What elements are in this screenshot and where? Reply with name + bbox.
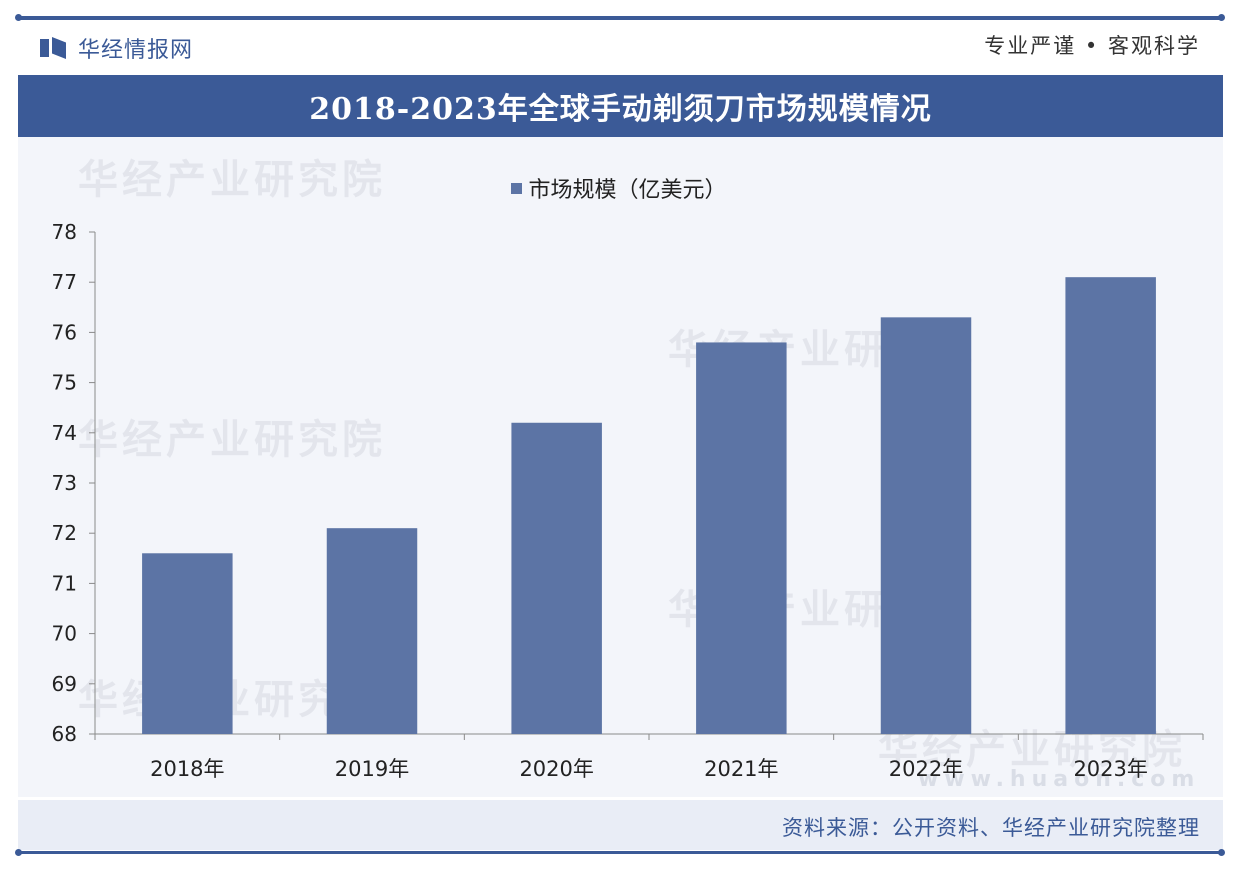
legend: 市场规模（亿美元） [0, 172, 1238, 204]
watermark-url: www.huaon.com [918, 767, 1201, 792]
legend-label: 市场规模（亿美元） [528, 178, 727, 203]
y-tick-label: 68 [52, 722, 77, 746]
y-tick-label: 70 [52, 622, 77, 646]
bar [696, 342, 787, 734]
bottom-rule [15, 849, 1225, 856]
title-band: 2018-2023年全球手动剃须刀市场规模情况 [18, 75, 1223, 137]
bar [511, 422, 602, 734]
y-tick-label: 74 [52, 421, 77, 445]
watermark-text: 华经产业研究院 [878, 727, 1186, 773]
legend-swatch [511, 182, 523, 194]
x-tick-label: 2022年 [889, 757, 963, 781]
footer-band [18, 800, 1223, 850]
logo-text: 华经情报网 [78, 38, 194, 63]
slogan: 专业严谨 • 客观科学 [984, 34, 1200, 58]
bar [142, 553, 233, 734]
y-tick-label: 73 [52, 471, 77, 495]
bar [326, 528, 418, 734]
y-tick-label: 71 [52, 571, 77, 595]
y-tick-label: 76 [52, 320, 77, 344]
watermark-text: 华经产业研究院 [78, 157, 386, 203]
chart-title: 2018-2023年全球手动剃须刀市场规模情况 [309, 92, 932, 127]
y-tick-label: 69 [52, 672, 77, 696]
x-tick-label: 2020年 [519, 757, 593, 781]
y-tick-label: 72 [52, 521, 77, 545]
bar [1065, 277, 1156, 734]
y-tick-label: 75 [52, 371, 77, 395]
top-rule [15, 14, 1225, 21]
x-tick-label: 2018年 [150, 757, 224, 781]
brand-logo: 华经情报网 [40, 32, 193, 64]
logo-icon [40, 37, 68, 59]
watermark-text: 华经产业研究院 [78, 417, 386, 463]
source-note: 资料来源：公开资料、华经产业研究院整理 [782, 816, 1200, 840]
x-tick-label: 2021年 [704, 757, 778, 781]
y-tick-label: 78 [52, 220, 77, 244]
y-tick-label: 77 [52, 270, 77, 294]
x-tick-label: 2023年 [1073, 757, 1147, 781]
x-tick-label: 2019年 [335, 757, 409, 781]
bar [880, 317, 972, 734]
